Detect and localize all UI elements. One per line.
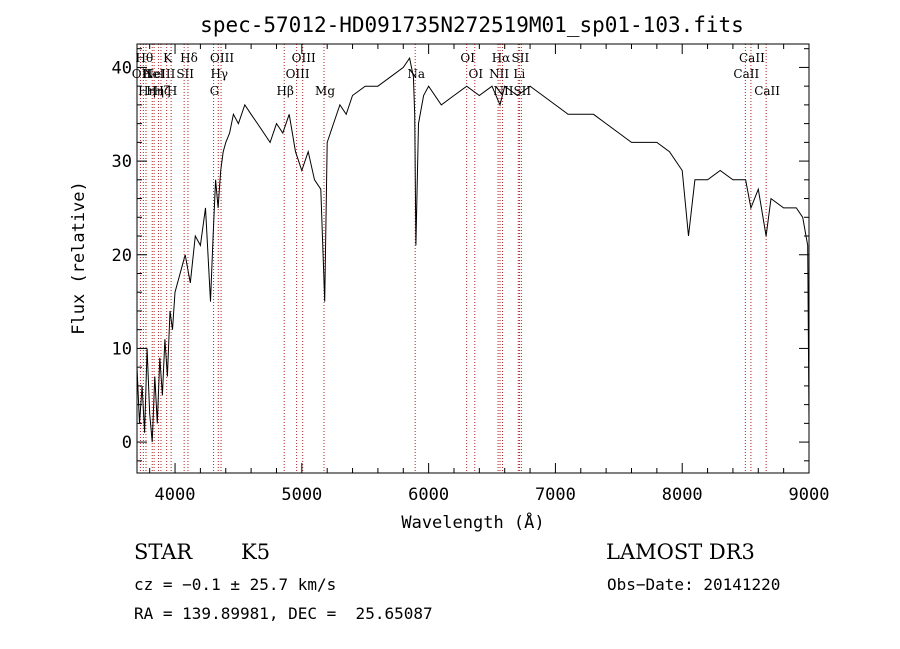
redshift-velocity: cz = −0.1 ± 25.7 km/s (134, 575, 337, 594)
plot-frame (136, 43, 810, 474)
line-label-17: Mg (315, 84, 335, 98)
survey-name: LAMOST DR3 (606, 540, 755, 564)
x-axis-ticks: 4000 5000 6000 7000 8000 9000 (149, 44, 830, 505)
x-tick-label-2: 6000 (408, 485, 449, 505)
object-subclass: K5 (241, 540, 271, 564)
line-label-19: OI (460, 51, 475, 65)
x-axis-label: Wavelength (Å) (401, 511, 544, 533)
line-label-16: OIII (292, 51, 316, 65)
y-tick-label-3: 30 (112, 152, 132, 172)
x-tick-label-4: 8000 (662, 485, 703, 505)
chart-title: spec-57012-HD091735N272519M01_sp01-103.f… (200, 13, 744, 37)
line-label-12: Hγ (210, 67, 228, 81)
line-label-21: NII (489, 67, 509, 81)
line-label-26: SII (513, 84, 531, 98)
x-tick-label-3: 7000 (535, 485, 576, 505)
spectrum-line (136, 56, 810, 443)
x-tick-label-0: 4000 (155, 485, 196, 505)
line-label-29: CaII (754, 84, 780, 98)
line-label-28: CaII (739, 51, 765, 65)
y-tick-label-0: 0 (122, 433, 132, 453)
y-axis-label: Flux (relative) (69, 181, 89, 335)
line-label-20: OI (468, 67, 483, 81)
line-label-1: Hθ (135, 51, 153, 65)
x-tick-label-1: 5000 (281, 485, 322, 505)
line-label-25: SII (512, 51, 530, 65)
line-label-27: CaII (733, 67, 759, 81)
x-tick-label-5: 9000 (789, 485, 830, 505)
coordinates: RA = 139.89981, DEC = 25.65087 (134, 604, 433, 623)
line-label-18: Na (407, 67, 425, 81)
line-label-15: OIII (286, 67, 310, 81)
object-type: STAR (134, 540, 193, 564)
y-tick-label-4: 40 (112, 58, 132, 78)
line-label-4: Hη (146, 84, 164, 98)
y-axis-ticks: 0 10 20 30 40 (112, 48, 809, 462)
spectral-line-labels: OIIHθHηHeIHηNeIIIHζKHSIIHδGHγOIIIHβOIIIO… (132, 51, 781, 98)
line-label-2: Hη (138, 84, 156, 98)
line-label-10: Hδ (180, 51, 198, 65)
line-label-22: Hα (492, 51, 511, 65)
line-label-14: Hβ (277, 84, 294, 98)
line-label-7: K (163, 51, 173, 65)
line-label-5: NeIII (144, 67, 176, 81)
line-label-6: Hζ (153, 84, 170, 98)
y-tick-label-2: 20 (112, 246, 132, 266)
spectral-line-markers (139, 44, 767, 473)
line-label-11: G (210, 84, 220, 98)
line-label-13: OIII (210, 51, 234, 65)
line-label-8: H (167, 84, 177, 98)
line-label-3: HeI (142, 67, 165, 81)
line-label-9: SII (176, 67, 194, 81)
line-label-24: Li (513, 67, 525, 81)
y-tick-label-1: 10 (112, 339, 132, 359)
observation-date: Obs−Date: 20141220 (607, 575, 781, 594)
